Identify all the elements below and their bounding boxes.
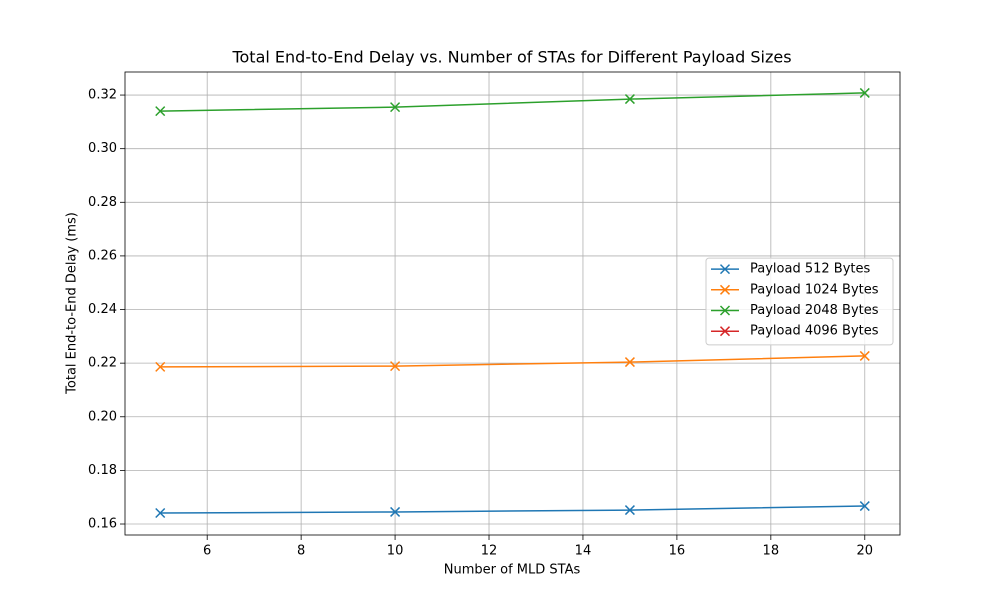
- marker: [155, 507, 166, 519]
- x-axis-label: Number of MLD STAs: [444, 563, 581, 578]
- marker: [859, 350, 870, 361]
- marker: [719, 264, 731, 275]
- marker: [390, 506, 401, 517]
- y-axis-label: Total End-to-End Delay (ms): [65, 212, 80, 395]
- x-tick-label: 16: [669, 544, 686, 559]
- legend-label: Payload 4096 Bytes: [750, 324, 879, 339]
- marker: [719, 305, 731, 316]
- y-tick-label: 0.22: [88, 356, 117, 371]
- y-tick-label: 0.30: [88, 141, 117, 156]
- series-line: [160, 355, 865, 368]
- y-tick-label: 0.24: [88, 302, 117, 317]
- x-tick-label: 14: [575, 544, 592, 559]
- marker: [155, 361, 166, 372]
- marker: [155, 106, 166, 117]
- marker: [390, 102, 401, 113]
- x-tick-label: 8: [297, 544, 305, 559]
- marker: [859, 87, 870, 98]
- x-tick-label: 20: [856, 544, 873, 559]
- y-tick-label: 0.20: [88, 409, 117, 424]
- legend-label: Payload 2048 Bytes: [750, 303, 879, 318]
- marker: [859, 501, 870, 512]
- chart-title: Total End-to-End Delay vs. Number of STA…: [231, 48, 791, 67]
- x-tick-label: 12: [481, 544, 498, 559]
- y-tick-label: 0.18: [88, 463, 117, 478]
- y-tick-label: 0.26: [88, 248, 117, 263]
- legend-label: Payload 1024 Bytes: [750, 282, 879, 297]
- plot-frame: [124, 71, 901, 536]
- x-tick-label: 10: [387, 544, 404, 559]
- series-line: [160, 505, 865, 514]
- marker: [390, 361, 401, 372]
- marker: [624, 94, 635, 105]
- marker: [624, 505, 635, 516]
- legend-box: [705, 257, 894, 346]
- marker: [719, 326, 731, 337]
- marker: [624, 357, 635, 368]
- marker: [719, 284, 731, 295]
- y-tick-label: 0.28: [88, 195, 117, 210]
- legend-label: Payload 512 Bytes: [750, 262, 870, 277]
- y-tick-label: 0.16: [88, 517, 117, 532]
- x-tick-label: 18: [763, 544, 780, 559]
- series-line: [160, 92, 865, 112]
- y-tick-label: 0.32: [88, 88, 117, 103]
- x-tick-label: 6: [203, 544, 211, 559]
